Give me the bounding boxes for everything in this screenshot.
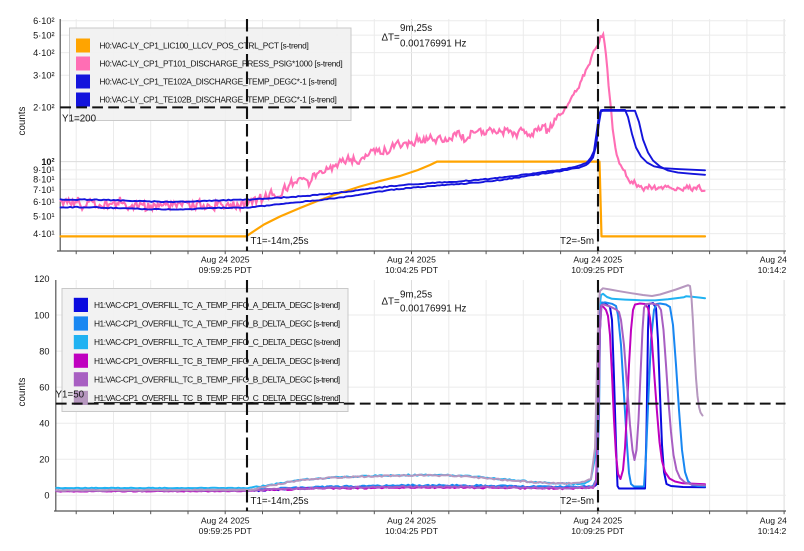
svg-text:10:04:25 PDT: 10:04:25 PDT: [385, 265, 439, 275]
svg-text:3·10²: 3·10²: [33, 71, 54, 81]
svg-text:Aug 24 2025: Aug 24 2025: [387, 254, 436, 264]
svg-text:H1:VAC-CP1_OVERFILL_TC_A_TEMP_: H1:VAC-CP1_OVERFILL_TC_A_TEMP_FIFO_B_DEL…: [94, 319, 340, 329]
svg-text:H1:VAC-CP1_OVERFILL_TC_B_TEMP_: H1:VAC-CP1_OVERFILL_TC_B_TEMP_FIFO_A_DEL…: [94, 356, 340, 366]
svg-text:ΔT=: ΔT=: [382, 296, 401, 307]
svg-text:120: 120: [34, 274, 49, 284]
svg-text:Y1=200: Y1=200: [62, 114, 97, 125]
svg-text:Aug 24 2025: Aug 24 2025: [573, 515, 622, 525]
svg-text:9·10¹: 9·10¹: [33, 165, 54, 175]
svg-text:5·10¹: 5·10¹: [33, 211, 54, 221]
svg-text:0.00176991 Hz: 0.00176991 Hz: [400, 303, 467, 314]
svg-text:2·10²: 2·10²: [33, 102, 54, 112]
svg-text:T1=-14m,25s: T1=-14m,25s: [251, 236, 309, 247]
svg-text:H0:VAC-LY_CP1_TE102B_DISCHARGE: H0:VAC-LY_CP1_TE102B_DISCHARGE_TEMP_DEGC…: [100, 95, 337, 105]
svg-text:10:04:25 PDT: 10:04:25 PDT: [385, 526, 439, 536]
svg-text:60: 60: [39, 382, 49, 392]
svg-text:5·10²: 5·10²: [33, 30, 54, 40]
svg-text:10²: 10²: [41, 157, 54, 167]
svg-text:H1:VAC-CP1_OVERFILL_TC_A_TEMP_: H1:VAC-CP1_OVERFILL_TC_A_TEMP_FIFO_A_DEL…: [94, 300, 340, 310]
svg-text:9m,25s: 9m,25s: [400, 289, 432, 300]
svg-text:Aug 24 2025: Aug 24 2025: [201, 254, 250, 264]
svg-text:H1:VAC-CP1_OVERFILL_TC_B_TEMP_: H1:VAC-CP1_OVERFILL_TC_B_TEMP_FIFO_B_DEL…: [94, 374, 340, 384]
svg-text:ΔT=: ΔT=: [382, 33, 401, 44]
svg-text:4·10²: 4·10²: [33, 48, 54, 58]
svg-text:0.00176991 Hz: 0.00176991 Hz: [400, 39, 467, 50]
svg-text:Y1=50: Y1=50: [56, 390, 85, 401]
svg-text:H0:VAC-LY_CP1_PT101_DISCHARGE_: H0:VAC-LY_CP1_PT101_DISCHARGE_PRESS_PSIG…: [100, 59, 343, 69]
svg-text:10:09:25 PDT: 10:09:25 PDT: [571, 526, 625, 536]
svg-text:T2=-5m: T2=-5m: [560, 236, 594, 247]
svg-text:10:14:25 PDT: 10:14:25 PDT: [758, 265, 804, 275]
svg-text:100: 100: [34, 310, 49, 320]
svg-text:80: 80: [39, 346, 49, 356]
svg-text:8·10¹: 8·10¹: [33, 174, 54, 184]
svg-text:counts: counts: [17, 106, 28, 135]
svg-text:6·10¹: 6·10¹: [33, 197, 54, 207]
svg-text:7·10¹: 7·10¹: [33, 185, 54, 195]
svg-text:10:14:25 PDT: 10:14:25 PDT: [758, 526, 804, 536]
svg-text:counts: counts: [17, 377, 28, 406]
svg-text:H1:VAC-CP1_OVERFILL_TC_A_TEMP_: H1:VAC-CP1_OVERFILL_TC_A_TEMP_FIFO_C_DEL…: [94, 337, 340, 347]
svg-text:T2=-5m: T2=-5m: [560, 496, 594, 507]
svg-text:40: 40: [39, 418, 49, 428]
svg-text:9m,25s: 9m,25s: [400, 23, 432, 34]
svg-text:20: 20: [39, 455, 49, 465]
svg-text:H0:VAC-LY_CP1_TE102A_DISCHARGE: H0:VAC-LY_CP1_TE102A_DISCHARGE_TEMP_DEGC…: [100, 77, 337, 87]
svg-text:H0:VAC-LY_CP1_LIC100_LLCV_POS_: H0:VAC-LY_CP1_LIC100_LLCV_POS_CTRL_PCT […: [100, 41, 309, 51]
svg-text:6·10²: 6·10²: [33, 16, 54, 26]
svg-text:T1=-14m,25s: T1=-14m,25s: [251, 496, 309, 507]
svg-text:Aug 24 2025: Aug 24 2025: [760, 515, 804, 525]
svg-text:4·10¹: 4·10¹: [33, 229, 54, 239]
svg-text:Aug 24 2025: Aug 24 2025: [201, 515, 250, 525]
svg-text:H1:VAC-CP1_OVERFILL_TC_B_TEMP_: H1:VAC-CP1_OVERFILL_TC_B_TEMP_FIFO_C_DEL…: [94, 393, 340, 403]
svg-text:0: 0: [44, 491, 49, 501]
svg-text:09:59:25 PDT: 09:59:25 PDT: [199, 265, 253, 275]
svg-text:Aug 24 2025: Aug 24 2025: [760, 254, 804, 264]
svg-text:Aug 24 2025: Aug 24 2025: [387, 515, 436, 525]
svg-text:10:09:25 PDT: 10:09:25 PDT: [571, 265, 625, 275]
svg-text:09:59:25 PDT: 09:59:25 PDT: [199, 526, 253, 536]
svg-text:Aug 24 2025: Aug 24 2025: [573, 254, 622, 264]
